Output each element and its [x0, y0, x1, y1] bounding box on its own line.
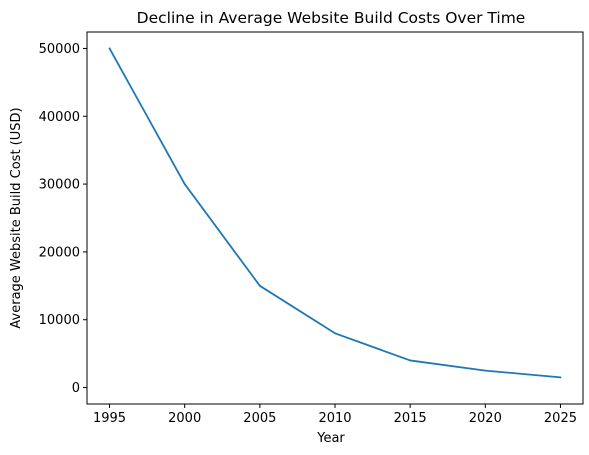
series-layer	[108, 47, 562, 379]
plot-area	[86, 31, 584, 405]
y-tick-label: 0	[72, 381, 80, 396]
x-tick-label: 2005	[243, 411, 276, 426]
x-axis: 1995 2000 2005 2010 2015 2020 2025	[93, 404, 577, 426]
x-tick-label: 1995	[93, 411, 126, 426]
data-point	[334, 332, 336, 335]
data-point	[409, 359, 412, 362]
x-axis-label: Year	[316, 431, 345, 446]
x-tick-label: 2015	[394, 411, 427, 426]
y-tick-label: 20000	[39, 245, 80, 260]
data-point	[183, 183, 186, 185]
data-point	[559, 376, 562, 379]
data-point	[258, 284, 261, 287]
x-tick-label: 2010	[318, 411, 351, 426]
y-tick-label: 50000	[39, 42, 80, 57]
data-point	[484, 369, 487, 372]
y-axis: 0 10000 20000 30000 40000 50000	[39, 42, 87, 396]
y-tick-label: 10000	[39, 313, 80, 328]
y-tick-label: 40000	[39, 110, 80, 125]
x-tick-label: 2025	[544, 411, 577, 426]
y-axis-label: Average Website Build Cost (USD)	[9, 107, 24, 328]
x-tick-label: 2020	[469, 411, 502, 426]
y-tick-label: 30000	[39, 178, 80, 193]
x-tick-label: 2000	[168, 411, 201, 426]
data-point	[108, 47, 111, 50]
chart-title: Decline in Average Website Build Costs O…	[137, 9, 526, 27]
